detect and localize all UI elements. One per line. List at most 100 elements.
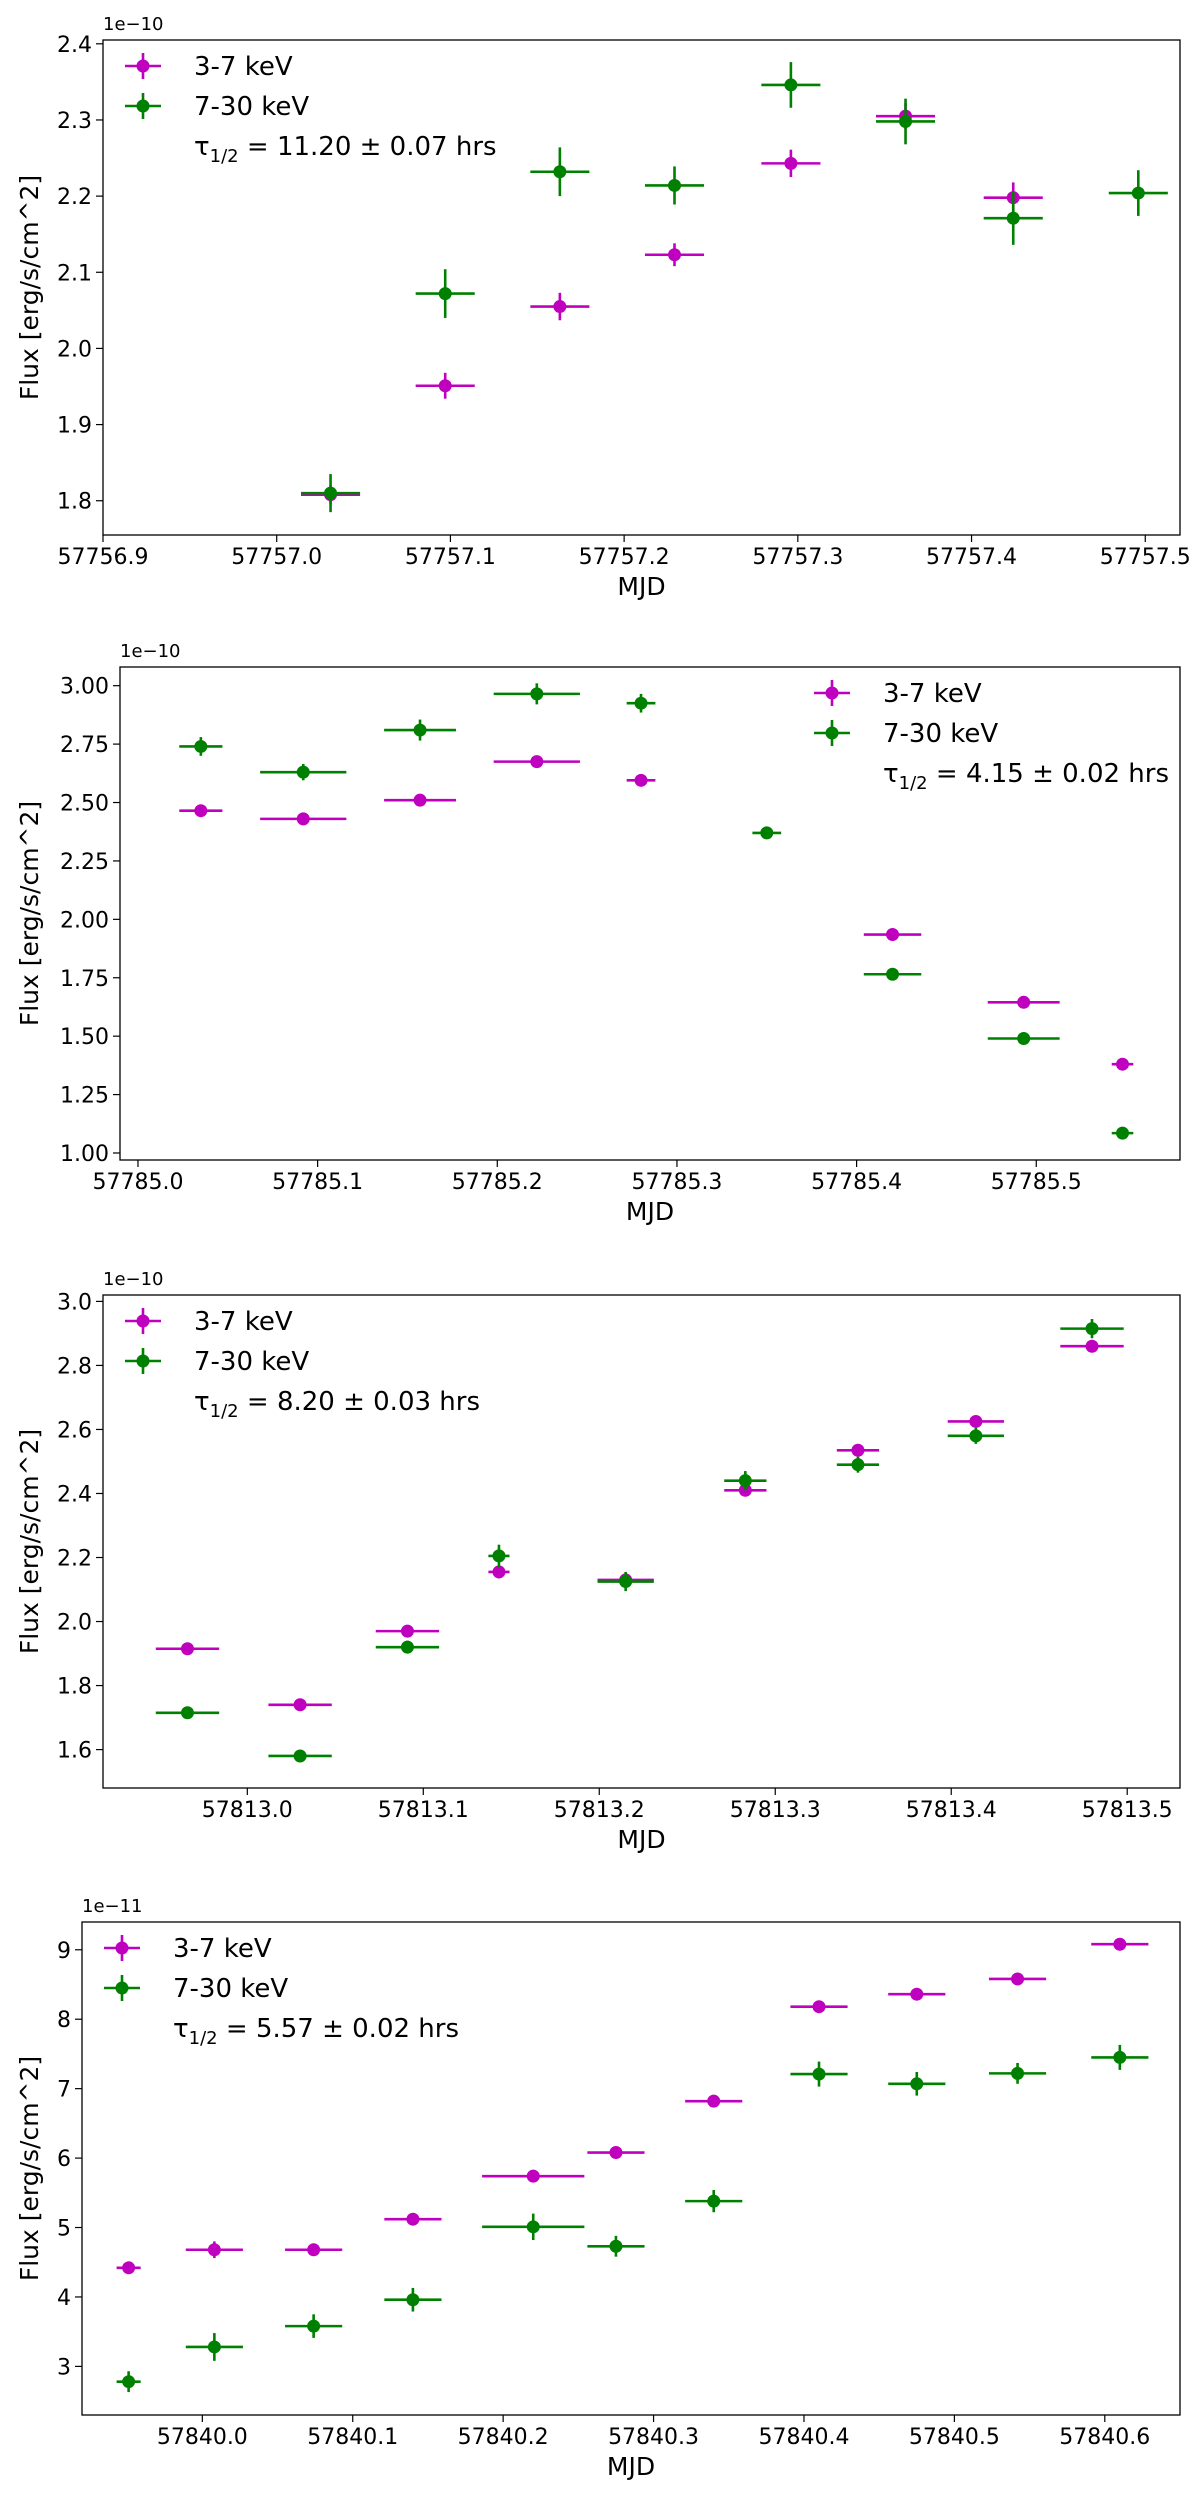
data-point <box>784 78 798 92</box>
data-point <box>1006 211 1020 225</box>
data-point <box>969 1429 983 1443</box>
data-point <box>707 2194 721 2208</box>
legend-label: 3-7 keV <box>173 1934 272 1964</box>
data-point <box>969 1414 983 1428</box>
data-point <box>634 696 648 710</box>
series-1 <box>116 1937 1149 2275</box>
axis-offset-label: 1e−11 <box>82 1896 143 1917</box>
y-tick-label: 2.75 <box>60 733 109 758</box>
data-point <box>207 2243 221 2257</box>
data-point <box>1131 186 1145 200</box>
series-2 <box>155 1319 1124 1763</box>
data-point <box>851 1443 865 1457</box>
y-axis-label: Flux [erg/s/cm^2] <box>15 801 44 1026</box>
x-tick-label: 57757.1 <box>405 545 496 570</box>
x-axis-label: MJD <box>617 1825 665 1854</box>
plot-frame <box>102 1294 1181 1789</box>
data-point <box>1011 1972 1025 1986</box>
y-tick-label: 1.00 <box>60 1142 109 1167</box>
data-point <box>406 2293 420 2307</box>
data-point <box>296 812 310 826</box>
axis-offset-label: 1e−10 <box>120 641 181 662</box>
x-tick-label: 57813.3 <box>730 1798 821 1823</box>
x-tick-label: 57785.4 <box>811 1170 902 1195</box>
data-point <box>1085 1339 1099 1353</box>
x-tick-label: 57785.0 <box>92 1170 183 1195</box>
legend-marker-dot <box>136 1314 150 1328</box>
tau-annotation: τ1/2 = 4.15 ± 0.02 hrs <box>883 759 1169 794</box>
chart-panel-1: 57756.9 57757.0 57757.1 57757.2 57757.3 57757… <box>15 14 1191 601</box>
legend-label: 3-7 keV <box>194 52 293 82</box>
y-tick-label: 5 <box>57 2217 71 2242</box>
legend-marker-dot <box>136 1354 150 1368</box>
data-point <box>707 2094 721 2108</box>
tau-annotation: τ1/2 = 11.20 ± 0.07 hrs <box>194 132 497 167</box>
legend-label: 3-7 keV <box>194 1307 293 1337</box>
y-tick-label: 2.2 <box>57 1547 92 1572</box>
data-point <box>492 1565 506 1579</box>
y-tick-label: 8 <box>57 2008 71 2033</box>
data-point <box>194 739 208 753</box>
x-tick-label: 57757.5 <box>1100 545 1191 570</box>
y-tick-label: 1.8 <box>57 490 92 515</box>
x-axis-label: MJD <box>617 572 665 601</box>
x-tick-label: 57840.5 <box>909 2425 1000 2450</box>
data-point <box>812 2067 826 2081</box>
x-tick-label: 57813.1 <box>378 1798 469 1823</box>
data-point <box>619 1575 633 1589</box>
data-point <box>738 1474 752 1488</box>
series-1 <box>301 103 1043 504</box>
legend-label: 3-7 keV <box>883 679 982 709</box>
legend-marker-dot <box>136 59 150 73</box>
legend-label: 7-30 keV <box>173 1974 288 2004</box>
y-tick-label: 3.0 <box>57 1290 92 1315</box>
data-point <box>760 826 774 840</box>
x-tick-label: 57785.3 <box>631 1170 722 1195</box>
data-point <box>886 967 900 981</box>
x-tick-label: 57813.0 <box>202 1798 293 1823</box>
axis-offset-label: 1e−10 <box>103 1269 164 1290</box>
x-tick-label: 57840.0 <box>157 2425 248 2450</box>
chart-panel-3: 57813.0 57813.1 57813.2 57813.3 57813.4 57813… <box>15 1269 1181 1854</box>
legend-label: 7-30 keV <box>194 92 309 122</box>
data-point <box>634 773 648 787</box>
legend-label: 7-30 keV <box>883 719 998 749</box>
x-tick-label: 57785.1 <box>272 1170 363 1195</box>
data-point <box>553 165 567 179</box>
data-point <box>668 178 682 192</box>
data-point <box>1113 2050 1127 2064</box>
x-tick-label: 57840.2 <box>458 2425 549 2450</box>
data-point <box>180 1642 194 1656</box>
data-point <box>530 687 544 701</box>
series-2 <box>116 2044 1149 2393</box>
plot-frame <box>119 666 1181 1161</box>
legend-marker-dot <box>825 686 839 700</box>
data-point <box>812 2000 826 2014</box>
x-tick-label: 57840.3 <box>608 2425 699 2450</box>
data-point <box>910 1987 924 2001</box>
data-point <box>492 1549 506 1563</box>
y-tick-label: 2.3 <box>57 109 92 134</box>
y-tick-label: 1.75 <box>60 967 109 992</box>
data-point <box>413 723 427 737</box>
y-axis-label: Flux [erg/s/cm^2] <box>15 2056 44 2281</box>
y-tick-label: 2.1 <box>57 261 92 286</box>
x-tick-label: 57813.4 <box>906 1798 997 1823</box>
x-tick-label: 57757.3 <box>752 545 843 570</box>
data-point <box>1011 2066 1025 2080</box>
data-point <box>122 2375 136 2389</box>
data-point <box>438 287 452 301</box>
data-point <box>293 1698 307 1712</box>
data-point <box>668 248 682 262</box>
data-point <box>526 2220 540 2234</box>
x-tick-label: 57756.9 <box>58 545 149 570</box>
x-tick-label: 57757.2 <box>579 545 670 570</box>
plot-frame <box>102 39 1181 536</box>
data-point <box>609 2146 623 2160</box>
data-point <box>1017 995 1031 1009</box>
chart-panel-2: 57785.0 57785.1 57785.2 57785.3 57785.4 57785… <box>15 641 1181 1226</box>
y-tick-label: 4 <box>57 2286 71 2311</box>
y-tick-label: 1.50 <box>60 1025 109 1050</box>
